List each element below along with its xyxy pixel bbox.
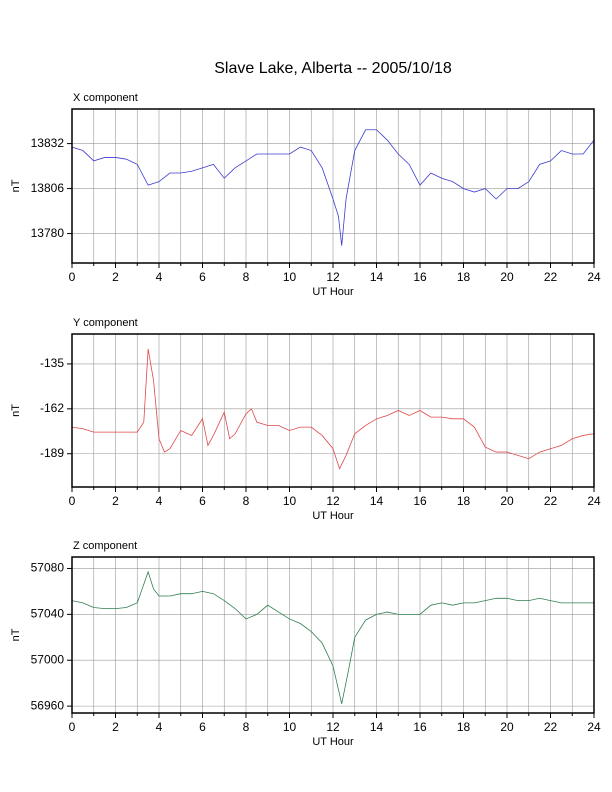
y-tick-label: -189 <box>40 446 64 460</box>
x-tick-label: 2 <box>112 270 119 284</box>
x-tick-label: 8 <box>243 270 250 284</box>
x-tick-label: 14 <box>370 270 384 284</box>
x-tick-label: 20 <box>500 720 514 734</box>
data-line <box>71 570 594 704</box>
x-tick-label: 16 <box>413 270 427 284</box>
x-tick-label: 14 <box>370 494 384 508</box>
x-tick-label: 12 <box>326 720 340 734</box>
x-tick-label: 18 <box>457 270 471 284</box>
panel-subtitle: X component <box>73 92 138 104</box>
x-tick-label: 14 <box>370 720 384 734</box>
x-tick-label: 10 <box>283 720 297 734</box>
x-tick-label: 6 <box>199 270 206 284</box>
y-tick-label: -162 <box>40 401 64 415</box>
x-tick-label: 16 <box>413 720 427 734</box>
x-tick-label: 2 <box>112 720 119 734</box>
y-axis-label: nT <box>10 179 22 192</box>
x-tick-label: 10 <box>283 270 297 284</box>
y-tick-label: 13832 <box>31 136 65 150</box>
x-tick-label: 12 <box>326 270 340 284</box>
y-axis-label: nT <box>10 628 22 641</box>
y-tick-label: 56960 <box>31 698 65 712</box>
x-tick-label: 0 <box>69 720 76 734</box>
y-tick-label: -135 <box>40 356 64 370</box>
panel-subtitle: Y component <box>73 317 138 329</box>
x-tick-label: 6 <box>199 494 206 508</box>
x-tick-label: 4 <box>156 270 163 284</box>
x-tick-label: 8 <box>243 720 250 734</box>
x-tick-label: 18 <box>457 494 471 508</box>
x-tick-label: 22 <box>544 270 558 284</box>
x-tick-label: 16 <box>413 494 427 508</box>
x-tick-label: 8 <box>243 494 250 508</box>
y-tick-label: 57040 <box>31 607 65 621</box>
x-tick-label: 4 <box>156 494 163 508</box>
x-tick-label: 10 <box>283 494 297 508</box>
x-tick-label: 12 <box>326 494 340 508</box>
data-line <box>71 348 595 470</box>
figure-title: Slave Lake, Alberta -- 2005/10/18 <box>214 60 452 77</box>
x-tick-label: 20 <box>500 494 514 508</box>
x-tick-label: 24 <box>587 720 601 734</box>
x-axis-label: UT Hour <box>312 286 354 298</box>
x-tick-label: 24 <box>587 270 601 284</box>
x-axis-label: UT Hour <box>312 510 354 522</box>
panel-subtitle: Z component <box>73 540 137 552</box>
x-tick-label: 24 <box>587 494 601 508</box>
x-tick-label: 22 <box>544 720 558 734</box>
y-tick-label: 57000 <box>31 652 65 666</box>
x-tick-label: 20 <box>500 270 514 284</box>
x-tick-label: 18 <box>457 720 471 734</box>
x-tick-label: 2 <box>112 494 119 508</box>
x-tick-label: 0 <box>69 270 76 284</box>
data-line <box>71 129 595 246</box>
x-tick-label: 4 <box>156 720 163 734</box>
y-axis-label: nT <box>10 404 22 417</box>
x-tick-label: 0 <box>69 494 76 508</box>
y-tick-label: 57080 <box>31 561 65 575</box>
x-tick-label: 6 <box>199 720 206 734</box>
x-axis-label: UT Hour <box>312 736 354 748</box>
y-tick-label: 13780 <box>31 226 65 240</box>
y-tick-label: 13806 <box>31 181 65 195</box>
x-tick-label: 22 <box>544 494 558 508</box>
